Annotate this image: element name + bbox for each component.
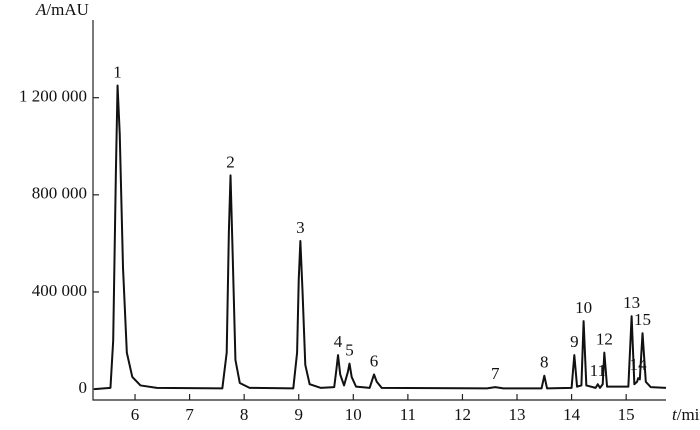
x-label-symbol: t [672,405,678,424]
peak-label: 1 [113,62,122,81]
peak-label: 5 [345,340,354,359]
peak-label: 9 [570,332,579,351]
y-tick-label: 800 000 [32,184,87,203]
peak-label: 4 [334,332,343,351]
peak-label: 3 [296,218,305,237]
x-tick-label: 8 [240,405,249,424]
axis-frame [92,20,666,401]
y-tick-label: 400 000 [32,281,87,300]
peak-label: 13 [623,293,640,312]
x-tick-label: 6 [131,405,140,424]
y-tick-label: 1 200 000 [19,87,87,106]
peak-label: 2 [226,152,235,171]
x-tick-label: 9 [294,405,303,424]
x-tick-label: 13 [509,405,526,424]
y-tick-label: 0 [79,378,88,397]
trace [94,84,667,391]
peak-label: 7 [491,364,500,383]
x-tick-label: 14 [563,405,581,424]
peak-label: 15 [634,310,651,329]
peak-label: 6 [370,351,379,370]
y-label-unit: /mAU [46,0,89,19]
x-axis-label: t/min [672,405,700,424]
peak-label: 8 [540,353,549,372]
y-label-symbol: A [35,0,47,19]
y-axis-label: A/mAU [35,0,89,19]
x-label-unit: /min [677,405,700,424]
x-tick-label: 7 [185,405,194,424]
x-tick-label: 12 [454,405,471,424]
peak-label: 11 [590,361,606,380]
x-tick-label: 10 [345,405,362,424]
peak-label: 12 [596,330,613,349]
peak-label: 10 [575,298,592,317]
x-tick-label: 15 [618,405,635,424]
peak-label: 14 [630,355,648,374]
x-tick-label: 11 [400,405,416,424]
